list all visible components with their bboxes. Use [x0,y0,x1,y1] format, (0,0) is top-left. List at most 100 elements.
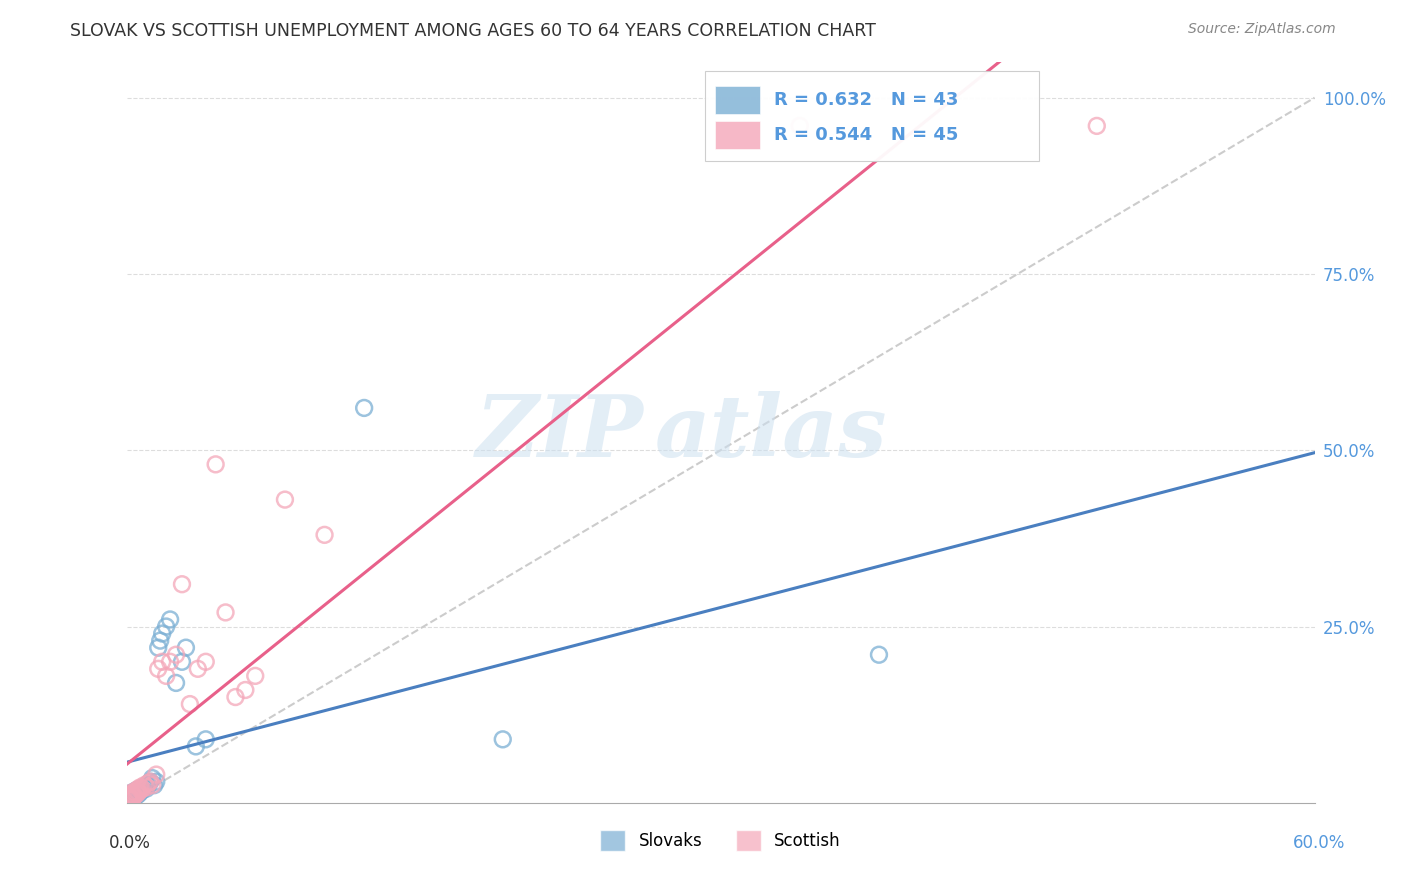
Point [121,789,143,803]
Text: atlas: atlas [655,391,887,475]
Point [120,790,142,805]
FancyBboxPatch shape [714,87,759,114]
Point [141,778,163,792]
Text: Source: ZipAtlas.com: Source: ZipAtlas.com [1188,22,1336,37]
Point [120,792,142,806]
Point [124,790,146,805]
Point [139,774,162,789]
Point [789,119,811,133]
Point [1085,119,1108,133]
Text: ZIP: ZIP [475,391,644,475]
Point [159,612,181,626]
Point [135,778,157,792]
Point [117,790,139,805]
Text: 0.0%: 0.0% [108,834,150,852]
Point [135,780,157,795]
Point [125,788,148,802]
Point [120,792,142,806]
Point [136,776,159,790]
Point [121,790,143,805]
Point [149,633,172,648]
Point [179,697,201,711]
Point [127,783,149,797]
Point [187,662,209,676]
Point [194,655,217,669]
Point [136,778,159,792]
Point [159,655,181,669]
Point [170,655,193,669]
Point [170,577,193,591]
Point [165,648,187,662]
Point [314,528,336,542]
Point [129,781,152,796]
Point [117,792,139,806]
Point [148,662,170,676]
Point [184,739,207,754]
Point [127,785,149,799]
Point [117,789,139,803]
Point [125,783,148,797]
Point [120,790,142,805]
Point [150,626,173,640]
Point [129,785,152,799]
Point [245,669,267,683]
Point [121,792,143,806]
Point [868,648,890,662]
Point [121,792,143,806]
Point [120,788,142,802]
Point [124,789,146,803]
Point [131,783,153,797]
Point [143,778,166,792]
Legend: Slovaks, Scottish: Slovaks, Scottish [593,823,848,857]
Point [124,785,146,799]
Point [353,401,375,415]
Point [135,781,157,796]
Point [125,783,148,797]
Point [117,792,139,806]
Point [120,789,142,803]
Point [214,606,236,620]
Point [155,669,177,683]
Point [125,785,148,799]
Point [124,788,146,802]
Point [127,788,149,802]
Text: R = 0.544   N = 45: R = 0.544 N = 45 [775,126,959,144]
Point [194,732,217,747]
Point [121,788,143,802]
Point [120,789,142,803]
Point [150,655,173,669]
Point [134,778,156,792]
Point [117,790,139,805]
Point [121,785,143,799]
Point [139,774,162,789]
Point [492,732,515,747]
Text: R = 0.632   N = 43: R = 0.632 N = 43 [775,91,959,109]
Text: SLOVAK VS SCOTTISH UNEMPLOYMENT AMONG AGES 60 TO 64 YEARS CORRELATION CHART: SLOVAK VS SCOTTISH UNEMPLOYMENT AMONG AG… [70,22,876,40]
Point [125,785,148,799]
Point [121,785,143,799]
Point [204,458,226,472]
Point [155,619,177,633]
Point [129,780,152,795]
Point [224,690,246,704]
Point [145,767,167,781]
Point [127,781,149,796]
Point [131,781,153,796]
Point [124,785,146,799]
Point [117,789,139,803]
Point [274,492,297,507]
Point [129,783,152,797]
Text: 60.0%: 60.0% [1292,834,1346,852]
Point [233,683,257,698]
Point [134,780,156,795]
Point [125,789,148,803]
Point [120,788,142,802]
Point [145,774,167,789]
Point [121,789,143,803]
Point [165,676,187,690]
Point [174,640,197,655]
Point [148,640,170,655]
Point [141,771,163,785]
FancyBboxPatch shape [714,121,759,149]
FancyBboxPatch shape [706,71,1039,161]
